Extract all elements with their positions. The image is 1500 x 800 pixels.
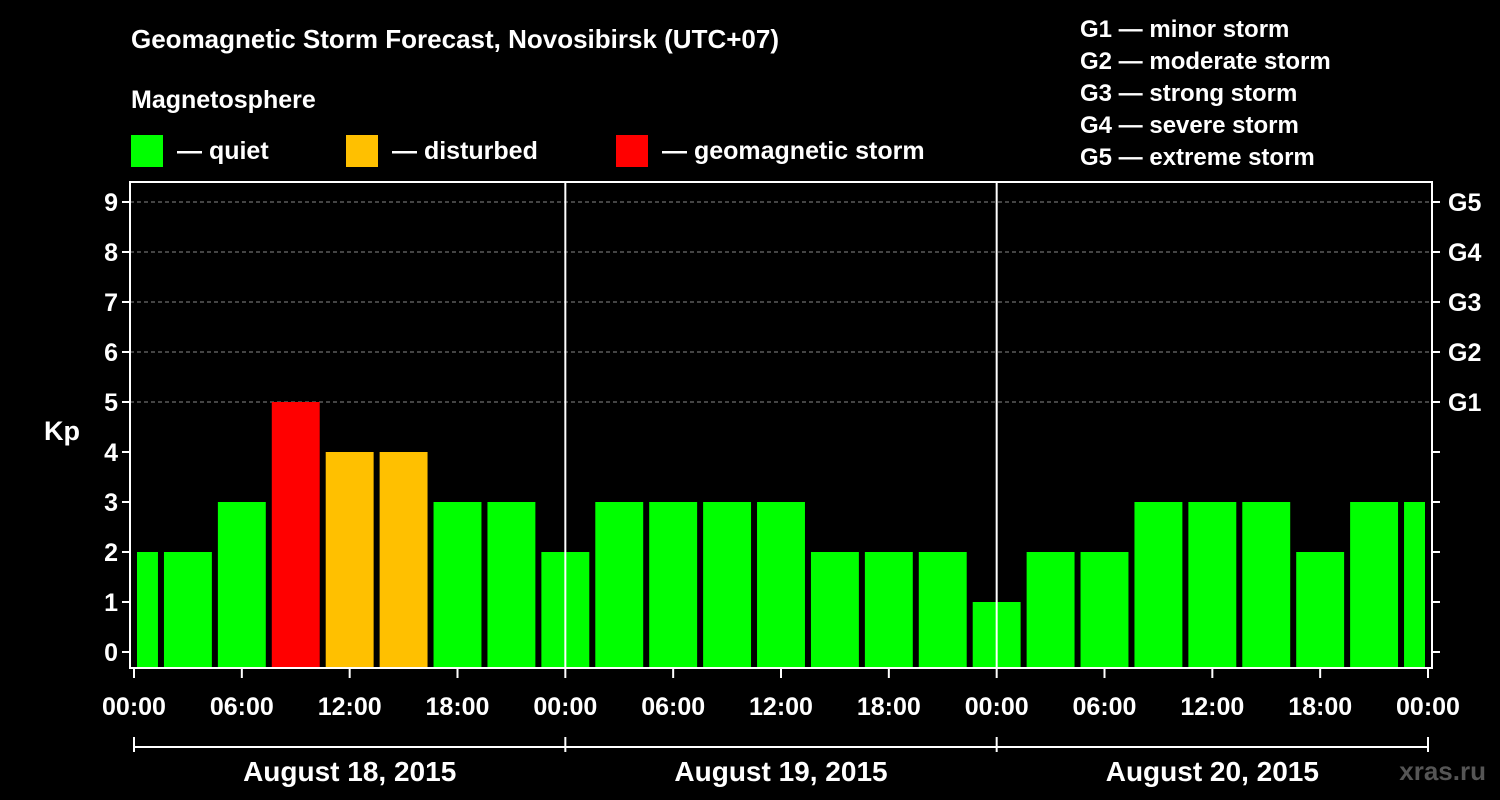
kp-bar	[595, 502, 644, 668]
x-tick-label: 06:00	[1073, 693, 1137, 721]
x-tick-label: 12:00	[749, 693, 813, 721]
kp-bar	[433, 502, 482, 668]
y-tick-label: 1	[104, 589, 118, 617]
kp-bar	[864, 552, 913, 668]
kp-bar	[757, 502, 805, 668]
kp-bar	[137, 552, 158, 668]
x-tick-label: 12:00	[1180, 693, 1244, 721]
kp-bar	[487, 502, 536, 668]
y-tick-label: 4	[104, 439, 118, 467]
legend-item-disturbed: — disturbed	[346, 134, 538, 168]
kp-bar	[163, 552, 212, 668]
day-label: August 20, 2015	[1106, 756, 1319, 787]
kp-bar	[325, 452, 374, 668]
x-tick-label: 06:00	[210, 693, 274, 721]
storm-level-legend: G1 — minor storm G2 — moderate storm G3 …	[1080, 14, 1331, 174]
storm-level-g3: G3 — strong storm	[1080, 80, 1298, 107]
day-label: August 18, 2015	[243, 756, 456, 787]
x-tick-label: 00:00	[1396, 693, 1460, 721]
kp-bar	[1080, 552, 1129, 668]
storm-level-tick-label: G4	[1448, 239, 1481, 267]
chart-subtitle: Magnetosphere	[131, 86, 316, 114]
y-axis-label: Kp	[44, 416, 80, 446]
storm-level-g1: G1 — minor storm	[1080, 16, 1290, 43]
kp-bar	[379, 452, 428, 668]
legend-label-quiet: — quiet	[177, 136, 269, 165]
legend-swatch-quiet	[131, 135, 163, 167]
kp-bar	[217, 502, 266, 668]
storm-level-tick-label: G2	[1448, 339, 1481, 367]
legend-swatch-storm	[616, 135, 648, 167]
x-tick-label: 18:00	[1288, 693, 1352, 721]
kp-bar	[271, 402, 320, 668]
storm-level-g5: G5 — extreme storm	[1080, 144, 1315, 171]
y-tick-label: 2	[104, 539, 118, 567]
legend-label-storm: — geomagnetic storm	[662, 136, 925, 165]
day-label: August 19, 2015	[674, 756, 887, 787]
watermark: xras.ru	[1399, 756, 1486, 786]
x-tick-label: 18:00	[426, 693, 490, 721]
x-tick-label: 00:00	[533, 693, 597, 721]
kp-bar	[1296, 552, 1345, 668]
legend-item-storm: — geomagnetic storm	[616, 134, 925, 168]
legend-swatch-disturbed	[346, 135, 378, 167]
y-tick-label: 0	[104, 639, 118, 667]
x-tick-label: 18:00	[857, 693, 921, 721]
x-tick-label: 06:00	[641, 693, 705, 721]
legend-item-quiet: — quiet	[131, 134, 269, 168]
kp-bar	[1404, 502, 1425, 668]
kp-bar	[1026, 552, 1075, 668]
chart-title: Geomagnetic Storm Forecast, Novosibirsk …	[131, 24, 780, 54]
storm-level-g2: G2 — moderate storm	[1080, 48, 1331, 75]
legend-label-disturbed: — disturbed	[392, 136, 538, 165]
storm-level-tick-label: G1	[1448, 389, 1481, 417]
x-tick-label: 00:00	[102, 693, 166, 721]
kp-bar	[649, 502, 698, 668]
kp-bar	[1242, 502, 1291, 668]
y-tick-label: 7	[104, 289, 118, 317]
kp-bar	[810, 552, 859, 668]
y-tick-label: 6	[104, 339, 118, 367]
y-tick-label: 5	[104, 389, 118, 417]
storm-level-g4: G4 — severe storm	[1080, 112, 1299, 139]
y-tick-label: 9	[104, 189, 118, 217]
x-tick-label: 00:00	[965, 693, 1029, 721]
kp-bar	[703, 502, 752, 668]
kp-bar	[1350, 502, 1399, 668]
y-tick-label: 8	[104, 239, 118, 267]
kp-bar	[1134, 502, 1183, 668]
storm-level-tick-label: G5	[1448, 189, 1481, 217]
kp-bar	[1188, 502, 1237, 668]
storm-level-tick-label: G3	[1448, 289, 1481, 317]
kp-bar	[918, 552, 967, 668]
x-tick-label: 12:00	[318, 693, 382, 721]
y-tick-label: 3	[104, 489, 118, 517]
